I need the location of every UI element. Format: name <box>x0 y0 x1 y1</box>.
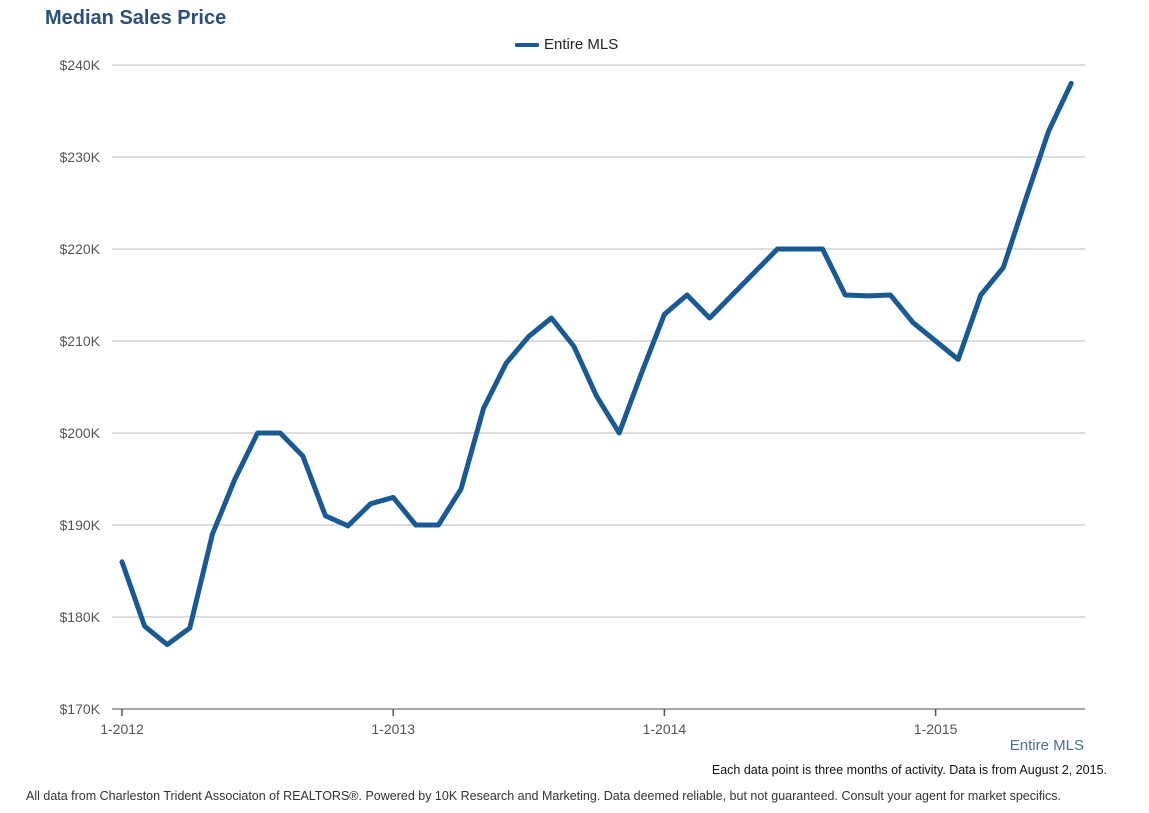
x-tick-label: 1-2013 <box>371 721 415 737</box>
y-tick-label: $240K <box>60 57 101 73</box>
x-tick-label: 1-2014 <box>643 721 687 737</box>
legend-label-entire-mls: Entire MLS <box>544 36 619 53</box>
y-tick-label: $210K <box>60 333 101 349</box>
y-tick-label: $230K <box>60 149 101 165</box>
chart-legend[interactable]: Entire MLS <box>515 36 618 53</box>
footer-disclaimer: All data from Charleston Trident Associa… <box>26 789 1061 803</box>
y-tick-label: $220K <box>60 241 101 257</box>
y-tick-label: $190K <box>60 517 101 533</box>
y-tick-label: $180K <box>60 609 101 625</box>
x-tick-label: 1-2015 <box>914 721 958 737</box>
y-tick-label: $200K <box>60 425 101 441</box>
data-note: Each data point is three months of activ… <box>711 763 1107 777</box>
legend-swatch-entire-mls <box>515 42 539 47</box>
x-axis-series-label: Entire MLS <box>1009 737 1084 754</box>
chart-title: Median Sales Price <box>45 7 227 29</box>
series-line-entire-mls <box>119 80 1074 648</box>
y-tick-label: $170K <box>60 701 101 717</box>
x-tick-label: 1-2012 <box>100 721 144 737</box>
